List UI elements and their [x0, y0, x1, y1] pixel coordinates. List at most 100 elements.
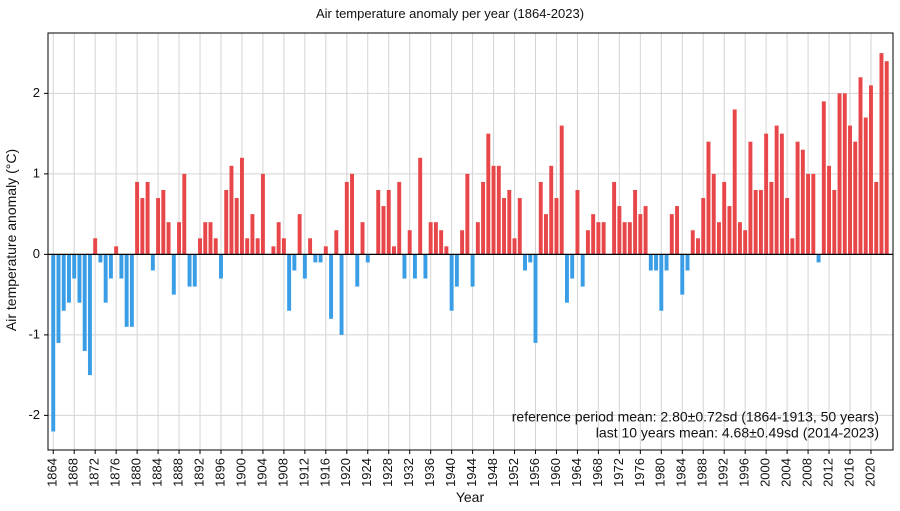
bar — [732, 109, 737, 255]
x-tick-label: 1932 — [401, 458, 416, 487]
annotation: reference period mean: 2.80±0.72sd (1864… — [512, 409, 879, 425]
bar — [355, 254, 360, 287]
annotation: last 10 years mean: 4.68±0.49sd (2014-20… — [596, 425, 879, 441]
bar — [764, 133, 769, 255]
x-tick-label: 1940 — [443, 458, 458, 487]
bar — [869, 85, 873, 255]
x-tick-label: 1976 — [632, 458, 647, 487]
bar — [465, 173, 470, 255]
bar — [858, 77, 863, 255]
x-tick-label: 1900 — [233, 458, 248, 487]
bar — [381, 206, 386, 255]
bar — [449, 254, 454, 311]
bar — [654, 254, 659, 271]
x-tick-label: 1920 — [338, 458, 353, 487]
bar — [229, 165, 234, 255]
bar — [318, 254, 323, 263]
bar — [297, 214, 302, 255]
bar — [114, 246, 119, 255]
bar — [397, 181, 402, 255]
bar — [821, 101, 826, 255]
bar — [544, 214, 548, 255]
bar — [517, 198, 522, 255]
bar — [171, 254, 176, 295]
bar — [98, 254, 103, 263]
x-tick-label: 2012 — [820, 458, 835, 487]
bar — [460, 230, 465, 255]
bar — [475, 222, 480, 255]
bar — [135, 181, 140, 255]
bar — [82, 254, 87, 351]
bar — [769, 181, 774, 255]
x-tick-label: 1868 — [66, 458, 81, 487]
bar — [329, 254, 334, 319]
y-tick-label: 2 — [33, 85, 40, 100]
bar — [643, 206, 648, 255]
bar — [722, 181, 727, 255]
x-tick-label: 1864 — [45, 458, 60, 487]
bar — [444, 246, 449, 255]
bar — [166, 222, 171, 255]
x-tick-label: 1952 — [506, 458, 521, 487]
x-tick-label: 1948 — [485, 458, 500, 487]
x-tick-label: 1960 — [548, 458, 563, 487]
bar — [800, 149, 805, 255]
bar — [276, 222, 281, 255]
bar — [150, 254, 155, 271]
bar — [496, 165, 501, 255]
x-tick-label: 2008 — [800, 458, 815, 487]
bar — [412, 254, 417, 279]
bar — [701, 198, 706, 255]
bar — [72, 254, 77, 279]
bar — [156, 198, 161, 255]
bar — [659, 254, 664, 311]
bar — [570, 254, 575, 279]
x-tick-label: 1928 — [380, 458, 395, 487]
bar — [853, 141, 858, 255]
y-tick-label: 0 — [33, 246, 40, 261]
bar — [486, 133, 491, 255]
bar — [811, 173, 816, 255]
bar — [87, 254, 92, 376]
bar — [685, 254, 690, 271]
bar — [433, 222, 438, 255]
bar — [874, 181, 879, 255]
bar — [250, 214, 255, 255]
bar — [292, 254, 297, 271]
x-tick-label: 1956 — [527, 458, 542, 487]
bar — [213, 238, 218, 255]
bar — [470, 254, 475, 287]
bar — [528, 254, 533, 263]
bar — [502, 198, 507, 255]
bar — [67, 254, 71, 303]
bar — [360, 222, 365, 255]
bar — [208, 222, 213, 255]
x-tick-label: 1980 — [653, 458, 668, 487]
bar — [103, 254, 108, 303]
bar — [564, 254, 569, 303]
bar — [774, 125, 779, 255]
bar — [481, 181, 486, 255]
bar — [758, 189, 763, 255]
bar — [591, 214, 596, 255]
bar — [617, 206, 622, 255]
y-tick-label: -2 — [28, 407, 40, 422]
bar — [255, 238, 260, 255]
bar — [622, 222, 627, 255]
bar — [260, 173, 265, 255]
x-tick-label: 2016 — [841, 458, 856, 487]
x-tick-label: 1996 — [737, 458, 752, 487]
bar — [376, 189, 381, 255]
bar — [779, 133, 784, 255]
bar — [271, 246, 276, 255]
bar — [192, 254, 197, 287]
bar — [612, 181, 617, 255]
x-tick-label: 1944 — [464, 458, 479, 487]
x-tick-label: 1964 — [569, 458, 584, 487]
bar — [129, 254, 134, 327]
x-tick-label: 1880 — [129, 458, 144, 487]
bar — [245, 238, 250, 255]
x-tick-label: 2004 — [779, 458, 794, 487]
bar — [61, 254, 66, 311]
bar — [56, 254, 61, 343]
